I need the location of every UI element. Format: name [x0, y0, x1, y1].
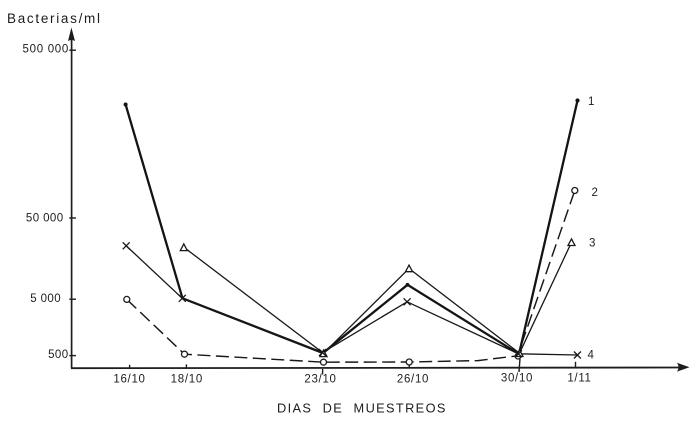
svg-text:30/10: 30/10 [501, 373, 533, 385]
svg-text:DIAS DE MUESTREOS: DIAS DE MUESTREOS [277, 401, 447, 416]
svg-text:4: 4 [588, 350, 595, 362]
svg-text:1/11: 1/11 [567, 373, 591, 385]
svg-text:3: 3 [589, 238, 595, 250]
svg-text:26/10: 26/10 [397, 374, 429, 386]
svg-text:2: 2 [592, 187, 598, 199]
svg-text:500 000: 500 000 [23, 44, 69, 56]
svg-text:18/10: 18/10 [171, 374, 203, 386]
svg-text:1: 1 [588, 96, 594, 108]
svg-text:5 000: 5 000 [30, 293, 61, 305]
svg-text:23/10: 23/10 [304, 374, 336, 386]
svg-text:Bacterias/ml: Bacterias/ml [7, 11, 102, 26]
svg-text:500: 500 [48, 349, 68, 361]
svg-text:16/10: 16/10 [113, 374, 145, 386]
svg-text:50 000: 50 000 [26, 213, 64, 225]
